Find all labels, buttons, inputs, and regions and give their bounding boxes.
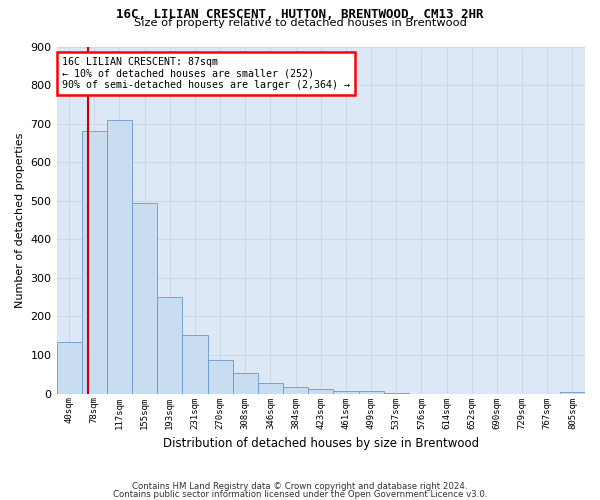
Bar: [157, 297, 182, 394]
Bar: [132, 202, 157, 394]
Text: Contains HM Land Registry data © Crown copyright and database right 2024.: Contains HM Land Registry data © Crown c…: [132, 482, 468, 491]
Bar: [233, 373, 258, 394]
Bar: [560, 392, 585, 394]
Text: 16C LILIAN CRESCENT: 87sqm
← 10% of detached houses are smaller (252)
90% of sem: 16C LILIAN CRESCENT: 87sqm ← 10% of deta…: [62, 57, 350, 90]
Bar: [283, 386, 308, 394]
Bar: [56, 342, 82, 394]
Bar: [258, 383, 283, 394]
Bar: [308, 389, 334, 394]
Bar: [182, 334, 208, 394]
Bar: [359, 390, 383, 394]
Text: Contains public sector information licensed under the Open Government Licence v3: Contains public sector information licen…: [113, 490, 487, 499]
Text: 16C, LILIAN CRESCENT, HUTTON, BRENTWOOD, CM13 2HR: 16C, LILIAN CRESCENT, HUTTON, BRENTWOOD,…: [116, 8, 484, 20]
Bar: [107, 120, 132, 394]
X-axis label: Distribution of detached houses by size in Brentwood: Distribution of detached houses by size …: [163, 437, 479, 450]
Bar: [208, 360, 233, 394]
Text: Size of property relative to detached houses in Brentwood: Size of property relative to detached ho…: [134, 18, 466, 28]
Bar: [82, 132, 107, 394]
Y-axis label: Number of detached properties: Number of detached properties: [15, 132, 25, 308]
Bar: [334, 390, 359, 394]
